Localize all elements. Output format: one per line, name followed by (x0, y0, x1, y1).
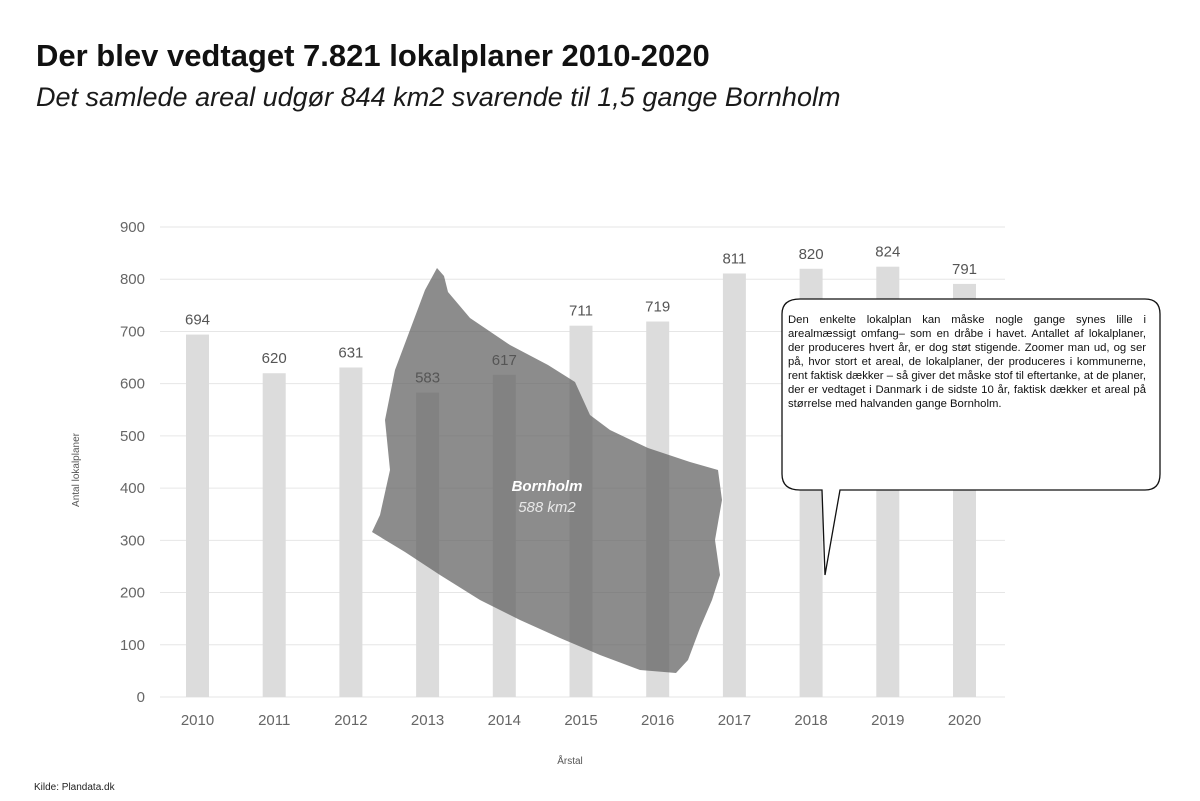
value-label-2014: 617 (492, 352, 517, 369)
value-labels: 694 620 631 583 617 711 719 811 820 824 791 (185, 244, 977, 387)
x-tick-2012: 2012 (334, 712, 367, 729)
x-tick-2016: 2016 (641, 712, 674, 729)
callout-text: Den enkelte lokalplan kan måske nogle ga… (788, 314, 1146, 410)
y-tick-400: 400 (120, 480, 145, 497)
source-note: Kilde: Plandata.dk (34, 782, 115, 793)
bornholm-island-shape: Bornholm 588 km2 (372, 268, 722, 673)
y-axis-ticks: 0 100 200 300 400 500 600 700 800 900 (120, 219, 145, 706)
value-label-2016: 719 (645, 299, 670, 316)
y-tick-300: 300 (120, 532, 145, 549)
x-tick-2015: 2015 (564, 712, 597, 729)
x-tick-2020: 2020 (948, 712, 981, 729)
island-name: Bornholm (512, 478, 583, 495)
y-tick-200: 200 (120, 585, 145, 602)
bornholm-island (372, 268, 722, 673)
value-label-2019: 824 (875, 244, 900, 261)
y-tick-0: 0 (137, 689, 145, 706)
chart-title: Der blev vedtaget 7.821 lokalplaner 2010… (36, 38, 710, 73)
value-label-2011: 620 (262, 350, 287, 367)
value-label-2018: 820 (799, 246, 824, 263)
y-tick-800: 800 (120, 271, 145, 288)
bar-2010 (186, 334, 209, 697)
x-tick-2011: 2011 (258, 712, 290, 729)
y-tick-500: 500 (120, 428, 145, 445)
bar-2012 (339, 367, 363, 697)
x-tick-2014: 2014 (488, 712, 521, 729)
chart-subtitle: Det samlede areal udgør 844 km2 svarende… (36, 82, 841, 112)
x-axis-label: Årstal (557, 754, 583, 767)
y-axis-label: Antal lokalplaner (71, 432, 82, 507)
bar-2017 (722, 273, 746, 697)
x-tick-2019: 2019 (871, 712, 904, 729)
x-tick-2017: 2017 (718, 712, 751, 729)
value-label-2013: 583 (415, 370, 440, 387)
x-tick-2013: 2013 (411, 712, 444, 729)
value-label-2015: 711 (569, 303, 593, 320)
x-axis-ticks: 2010 2011 2012 2013 2014 2015 2016 2017 2018 2019… (181, 712, 981, 729)
x-tick-2018: 2018 (794, 712, 827, 729)
value-label-2020: 791 (952, 261, 977, 278)
value-label-2012: 631 (338, 344, 363, 361)
island-area: 588 km2 (518, 499, 576, 516)
speech-bubble (781, 298, 1161, 576)
y-tick-600: 600 (120, 376, 145, 393)
x-tick-2010: 2010 (181, 712, 214, 729)
bar-2011 (262, 373, 286, 697)
value-label-2010: 694 (185, 312, 210, 329)
y-tick-900: 900 (120, 219, 145, 236)
y-tick-100: 100 (120, 637, 145, 654)
value-label-2017: 811 (722, 250, 746, 267)
y-tick-700: 700 (120, 323, 145, 340)
